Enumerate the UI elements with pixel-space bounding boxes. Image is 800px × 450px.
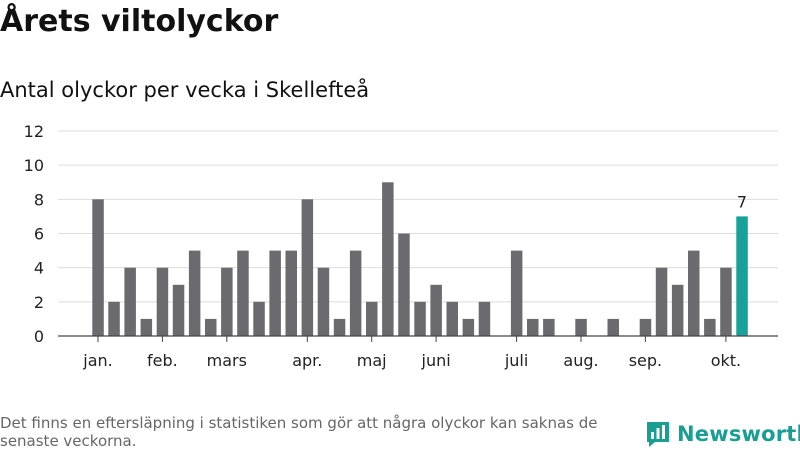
bar — [188, 250, 201, 336]
bar — [108, 301, 120, 336]
y-tick-label: 0 — [34, 327, 44, 346]
bar — [720, 267, 732, 336]
page-title: Årets viltolyckor — [0, 4, 279, 39]
x-tick-label: aug. — [563, 351, 598, 370]
bar — [510, 250, 523, 336]
bar — [688, 250, 700, 336]
bar — [607, 318, 619, 336]
bar — [527, 318, 539, 336]
y-tick-label: 2 — [34, 293, 44, 312]
bar — [92, 199, 104, 336]
y-tick-label: 4 — [34, 259, 44, 278]
bar — [414, 301, 426, 336]
x-tick-label: apr. — [292, 351, 322, 370]
bar-chart-logo-icon — [647, 422, 669, 447]
bar — [124, 267, 136, 336]
bar — [301, 199, 314, 336]
bar — [317, 267, 330, 336]
bar-chart: 0 2 4 6 8 10 12 7 jan. feb. mars apr. maj juni juli aug… — [24, 122, 778, 370]
bar — [671, 284, 684, 337]
bar — [639, 318, 652, 336]
brand-name: Newsworthy — [677, 422, 800, 446]
brand-logo[interactable]: Newsworthy — [645, 418, 800, 450]
data-label: 7 — [737, 192, 747, 211]
bar — [462, 318, 475, 336]
bar — [655, 267, 668, 336]
bar — [575, 318, 587, 336]
bar — [398, 233, 410, 336]
x-tick-label: jan. — [82, 351, 112, 370]
x-tick-label: maj — [357, 351, 387, 370]
y-tick-label: 10 — [24, 156, 44, 175]
x-tick-label: okt. — [711, 351, 741, 370]
bar — [382, 182, 394, 337]
x-tick-label: sep. — [629, 351, 662, 370]
x-tick-label: mars — [207, 351, 247, 370]
bar — [366, 301, 378, 336]
y-tick-label: 6 — [34, 225, 44, 244]
chart-subtitle: Antal olyckor per vecka i Skellefteå — [0, 78, 370, 102]
bar — [269, 250, 281, 336]
footnote: Det finns en eftersläpning i statistiken… — [0, 414, 598, 450]
bar — [285, 250, 297, 336]
bar — [704, 318, 716, 336]
bar — [140, 318, 153, 336]
bar — [156, 267, 169, 336]
x-tick-label: feb. — [147, 351, 178, 370]
bar — [237, 250, 249, 336]
bar — [253, 301, 265, 336]
bar — [333, 318, 346, 336]
x-tick-label: juli — [504, 351, 528, 370]
bar — [221, 267, 233, 336]
y-tick-label: 8 — [34, 190, 44, 209]
bar — [430, 284, 442, 337]
bar — [349, 250, 362, 336]
highlight-bar — [736, 216, 748, 336]
y-tick-label: 12 — [24, 122, 44, 141]
x-tick-label: juni — [421, 351, 451, 370]
bar — [478, 301, 491, 336]
bar — [543, 318, 555, 336]
bar — [205, 318, 217, 336]
bar — [172, 284, 185, 337]
bar — [446, 301, 458, 336]
